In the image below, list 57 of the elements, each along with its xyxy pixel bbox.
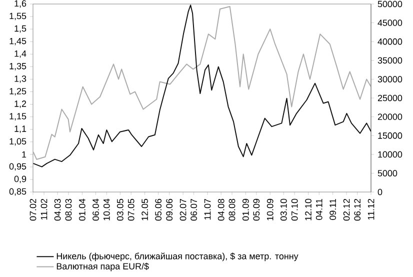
- y2-tick-label: 50000: [378, 0, 402, 8]
- y2-tick-label: 5000: [378, 170, 398, 176]
- x-tick-label: 12.10: [305, 198, 312, 220]
- y-tick-label: 1,1: [14, 126, 26, 133]
- y-tick-label: 1,4: [14, 50, 26, 58]
- x-tick-label: 10.04: [103, 198, 110, 220]
- y-tick-label: 0,9: [14, 176, 26, 184]
- x-tick-label: 05.09: [253, 198, 260, 221]
- y-tick-label: 1,15: [10, 113, 26, 120]
- x-tick-label: 09.06: [166, 198, 173, 221]
- x-tick-label: 04.08: [218, 198, 224, 221]
- x-tick-label: 10.09: [266, 198, 274, 220]
- y-tick-label: 1,35: [10, 62, 26, 70]
- y2-tick-label: 0: [378, 188, 382, 196]
- y2-tick-label: 15000: [378, 132, 402, 139]
- y-tick-label: 0,85: [9, 188, 26, 196]
- y2-tick-label: 40000: [378, 38, 402, 45]
- y2-tick-label: 35000: [378, 57, 402, 64]
- x-tick-label: 06.12: [354, 198, 361, 221]
- x-tick-label: 01.04: [79, 198, 86, 221]
- x-tick-label: 01.09: [242, 198, 249, 221]
- y2-tick-label: 10000: [378, 151, 402, 158]
- x-tick-label: 05.06: [155, 198, 162, 221]
- x-tick-label: 11.07: [204, 198, 211, 220]
- x-tick-label: 07.05: [128, 198, 134, 221]
- x-tick-label: 06.07: [190, 198, 197, 221]
- x-tick-label: 02.12: [343, 198, 350, 221]
- y-tick-label: 1,3: [14, 75, 26, 83]
- y-tick-label: 0,95: [9, 163, 26, 171]
- y-tick-label: 1,5: [14, 25, 26, 33]
- y-tick-label: 1,25: [10, 88, 26, 96]
- x-tick-label: 11.02: [40, 198, 48, 220]
- legend-label: Никель (фьючерс, ближайшая поставка), $ за метр. тонну: [56, 252, 298, 262]
- x-tick-label: 03.10: [280, 198, 287, 221]
- y-tick-label: 1: [22, 151, 26, 158]
- x-tick-label: 12.05: [142, 198, 148, 220]
- x-tick-label: 11.12: [368, 198, 374, 220]
- y2-tick-label: 45000: [378, 20, 402, 26]
- x-tick-label: 09.11: [330, 198, 336, 220]
- x-tick-label: 07.10: [291, 198, 298, 221]
- y2-tick-label: 20000: [378, 114, 402, 120]
- y-tick-label: 1,45: [10, 38, 26, 46]
- x-tick-label: 08.03: [65, 198, 72, 221]
- x-tick-label: 03.05: [116, 198, 124, 221]
- x-tick-label: 02.07: [180, 198, 186, 221]
- y-tick-label: 1,2: [14, 100, 26, 108]
- y-tick-label: 1,05: [10, 138, 26, 146]
- x-tick-label: 07.02: [30, 198, 36, 221]
- x-tick-label: 04.11: [316, 198, 322, 220]
- legend-label: Валютная пара EUR/$: [56, 262, 149, 272]
- y2-tick-label: 25000: [378, 94, 402, 102]
- x-tick-label: 08.08: [228, 198, 236, 221]
- y-tick-label: 1,6: [14, 0, 26, 8]
- x-tick-label: 04.03: [54, 198, 61, 221]
- y2-tick-label: 30000: [378, 76, 402, 82]
- x-tick-label: 06.04: [92, 198, 99, 221]
- y-tick-label: 1,55: [10, 12, 26, 20]
